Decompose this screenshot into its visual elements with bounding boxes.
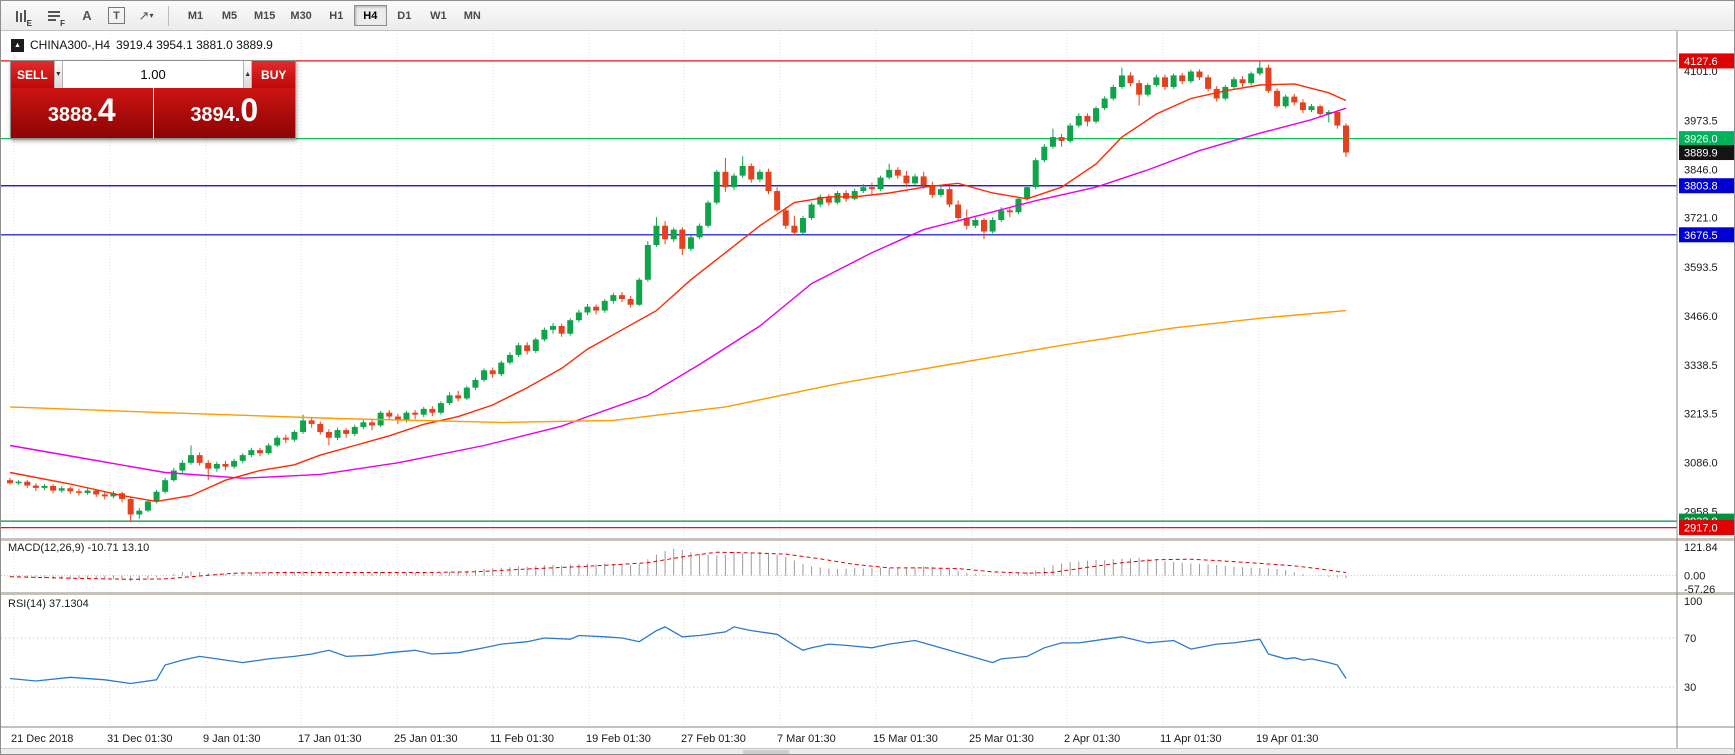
trade-panel-prices-row: 3888. 4 3894. 0 <box>11 88 295 138</box>
level-price-label-bg <box>1679 227 1734 243</box>
ohlc-values: 3919.4 3954.1 3881.0 3889.9 <box>116 38 273 52</box>
time-axis-label: 19 Feb 01:30 <box>586 733 651 745</box>
price-axis-label: 3973.5 <box>1684 115 1718 127</box>
toolbar-icons: E F A T ↗ ▾ <box>9 5 158 28</box>
level-price-label-bg <box>1679 131 1734 147</box>
level-price-label-bg <box>1679 178 1734 194</box>
level-price-label: 3926.0 <box>1684 134 1718 146</box>
buy-price-display[interactable]: 3894. 0 <box>153 88 295 138</box>
volume-increase-button[interactable]: ▲ <box>243 61 253 88</box>
price-axis-label: 3593.5 <box>1684 262 1718 274</box>
bar-chart-e-icon-sub-label: E <box>26 18 32 28</box>
volume-input[interactable] <box>63 61 244 88</box>
price-axis-label: 3086.0 <box>1684 457 1718 469</box>
macd-pane <box>1 548 1677 582</box>
time-axis-label: 17 Jan 01:30 <box>298 733 362 745</box>
sell-price-display[interactable]: 3888. 4 <box>11 88 153 138</box>
timeframe-button-m30[interactable]: M30 <box>283 5 318 26</box>
candles-layer <box>7 61 1349 523</box>
current-price-label: 3889.9 <box>1684 148 1718 160</box>
symbol-label: CHINA300-,H4 <box>30 38 111 52</box>
bar-chart-e-icon[interactable]: E <box>9 5 33 28</box>
time-axis: 21 Dec 2018 31 Dec 01:30 9 Jan 01:30 17 Jan… <box>11 733 1318 745</box>
ma-slow-line <box>9 309 1347 424</box>
macd-axis-label: -57.26 <box>1684 584 1715 596</box>
rows-f-icon[interactable]: F <box>42 5 66 28</box>
toolbar-separator <box>168 5 169 26</box>
rsi-label: RSI(14) 37.1304 <box>8 598 89 610</box>
buy-button[interactable]: BUY <box>252 61 295 88</box>
one-click-trade-panel: SELL ▼ ▲ BUY 3888.4 3894.0 <box>10 60 296 139</box>
level-price-label-bg <box>1679 53 1734 69</box>
rsi-axis-label: 70 <box>1684 633 1696 645</box>
horizontal-level-lines <box>1 60 1677 529</box>
current-price-label-bg <box>1679 145 1734 161</box>
sell-button[interactable]: SELL <box>11 61 54 88</box>
text-a-icon[interactable]: A <box>82 8 92 23</box>
time-axis-label: 19 Apr 01:30 <box>1256 733 1318 745</box>
price-axis: 4101.0 3973.5 3846.0 3721.0 3593.5 3466.0 3338… <box>1676 31 1734 748</box>
price-axis-label: 3213.5 <box>1684 408 1718 420</box>
sell-price-big-digit: 4 <box>97 92 116 128</box>
price-axis-label: 3466.0 <box>1684 311 1718 323</box>
timeframe-toolbar: M1 M5 M15 M30 H1 H4 D1 W1 MN <box>179 5 490 26</box>
toolbar: E F A T ↗ ▾ M1 M5 M15 M30 H1 H4 D1 W1 MN <box>1 1 1734 31</box>
ma-fast-line <box>9 83 1347 503</box>
time-axis-label: 11 Apr 01:30 <box>1160 733 1222 745</box>
time-axis-label: 25 Jan 01:30 <box>394 733 458 745</box>
time-axis-label: 15 Mar 01:30 <box>873 733 938 745</box>
price-axis-label: 3721.0 <box>1684 213 1718 225</box>
time-axis-label: 9 Jan 01:30 <box>203 733 261 745</box>
rsi-pane <box>1 626 1677 688</box>
time-axis-label: 21 Dec 2018 <box>11 733 73 745</box>
timeframe-button-m1[interactable]: M1 <box>179 5 212 26</box>
collapse-marker-icon[interactable]: ▲ <box>11 38 24 52</box>
macd-label: MACD(12,26,9) -10.71 13.10 <box>8 542 150 554</box>
timeframe-button-d1[interactable]: D1 <box>388 5 421 26</box>
volume-decrease-button[interactable]: ▼ <box>53 61 64 88</box>
text-box-t-icon[interactable]: T <box>108 7 125 24</box>
timeframe-button-h4[interactable]: H4 <box>353 5 387 26</box>
level-price-label: 4127.6 <box>1684 56 1718 68</box>
time-axis-label: 31 Dec 01:30 <box>107 733 172 745</box>
price-axis-label: 3846.0 <box>1684 164 1718 176</box>
price-axis-label: 3338.5 <box>1684 360 1718 372</box>
macd-axis-label: 0.00 <box>1684 571 1705 583</box>
rsi-axis-label: 30 <box>1684 682 1696 694</box>
macd-axis-label: 121.84 <box>1684 542 1718 554</box>
time-axis-label: 2 Apr 01:30 <box>1064 733 1120 745</box>
timeframe-button-mn[interactable]: MN <box>456 5 489 26</box>
pane-separators <box>1 538 1734 728</box>
time-axis-label: 27 Feb 01:30 <box>681 733 746 745</box>
time-axis-label: 11 Feb 01:30 <box>490 733 554 745</box>
timeframe-button-h1[interactable]: H1 <box>320 5 353 26</box>
time-axis-label: 7 Mar 01:30 <box>777 733 836 745</box>
rsi-line <box>9 626 1347 685</box>
scrollbar-thumb[interactable] <box>743 750 789 754</box>
timeframe-button-w1[interactable]: W1 <box>422 5 455 26</box>
level-price-label: 3676.5 <box>1684 230 1718 242</box>
time-axis-label: 25 Mar 01:30 <box>969 733 1034 745</box>
timeframe-button-m5[interactable]: M5 <box>213 5 246 26</box>
grid-lines <box>13 31 1260 726</box>
level-price-label: 2917.0 <box>1684 523 1718 535</box>
cursor-dropdown-icon[interactable]: ↗ ▾ <box>138 7 154 23</box>
ma-medium-line <box>9 107 1347 479</box>
level-price-label-bg <box>1679 520 1734 536</box>
buy-price-main: 3894. <box>190 104 241 126</box>
chart-header: ▲ CHINA300-,H4 3919.4 3954.1 3881.0 3889… <box>11 38 273 52</box>
moving-averages <box>9 83 1347 503</box>
rsi-axis-label: 100 <box>1684 596 1702 608</box>
timeframe-button-m15[interactable]: M15 <box>247 5 282 26</box>
sell-price-main: 3888. <box>47 104 98 126</box>
trade-panel-buttons-row: SELL ▼ ▲ BUY <box>11 61 295 88</box>
level-price-label: 3803.8 <box>1684 181 1718 193</box>
bottom-strip <box>1 748 1734 754</box>
macd-signal-line <box>9 551 1347 580</box>
rows-f-icon-sub-label: F <box>60 18 65 28</box>
buy-price-big-digit: 0 <box>240 92 259 128</box>
price-axis-label: 4101.0 <box>1684 66 1718 78</box>
